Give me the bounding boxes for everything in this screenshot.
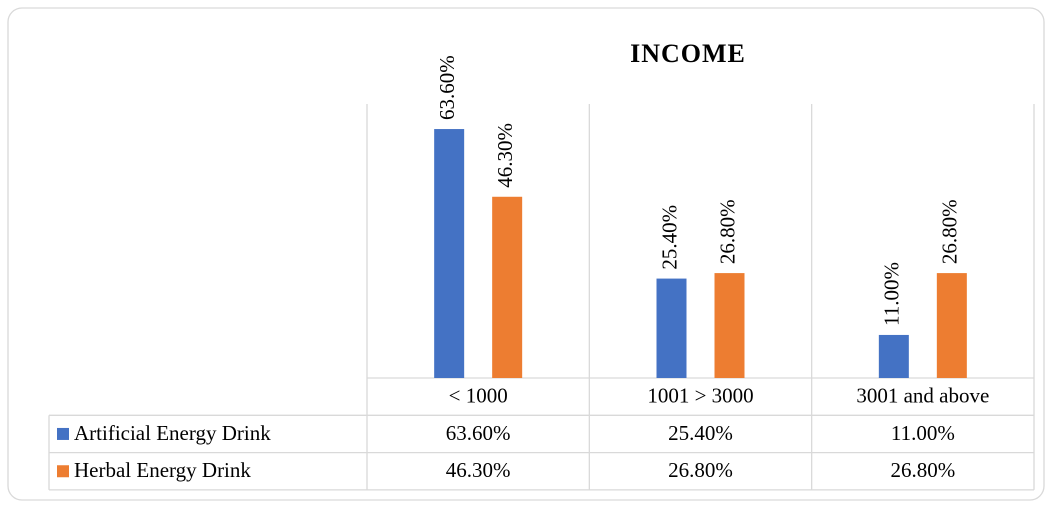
category-label: 3001 and above <box>856 383 989 407</box>
bar <box>492 196 523 378</box>
value-label: 25.40% <box>657 205 681 270</box>
value-label: 11.00% <box>880 262 904 326</box>
table-cell: 46.30% <box>446 458 511 482</box>
category-label: 1001 > 3000 <box>647 383 753 407</box>
value-label: 63.60% <box>435 55 459 120</box>
table-cell: 63.60% <box>446 421 511 445</box>
value-label: 26.80% <box>938 199 962 264</box>
legend-label: Herbal Energy Drink <box>74 458 251 482</box>
legend-swatch <box>57 427 69 440</box>
category-label: < 1000 <box>449 383 508 407</box>
table-cell: 25.40% <box>668 421 733 445</box>
value-label: 46.30% <box>493 123 517 188</box>
chart-title: INCOME <box>630 39 746 68</box>
chart-frame <box>7 7 1045 501</box>
value-label: 26.80% <box>715 199 739 264</box>
bar <box>878 334 909 378</box>
bar <box>434 129 465 378</box>
bar <box>714 273 745 378</box>
bar <box>656 278 687 378</box>
bar <box>936 273 967 378</box>
table-cell: 26.80% <box>890 458 955 482</box>
table-cell: 26.80% <box>668 458 733 482</box>
table-cell: 11.00% <box>891 421 955 445</box>
legend-swatch <box>57 465 69 478</box>
legend-label: Artificial Energy Drink <box>74 421 271 445</box>
